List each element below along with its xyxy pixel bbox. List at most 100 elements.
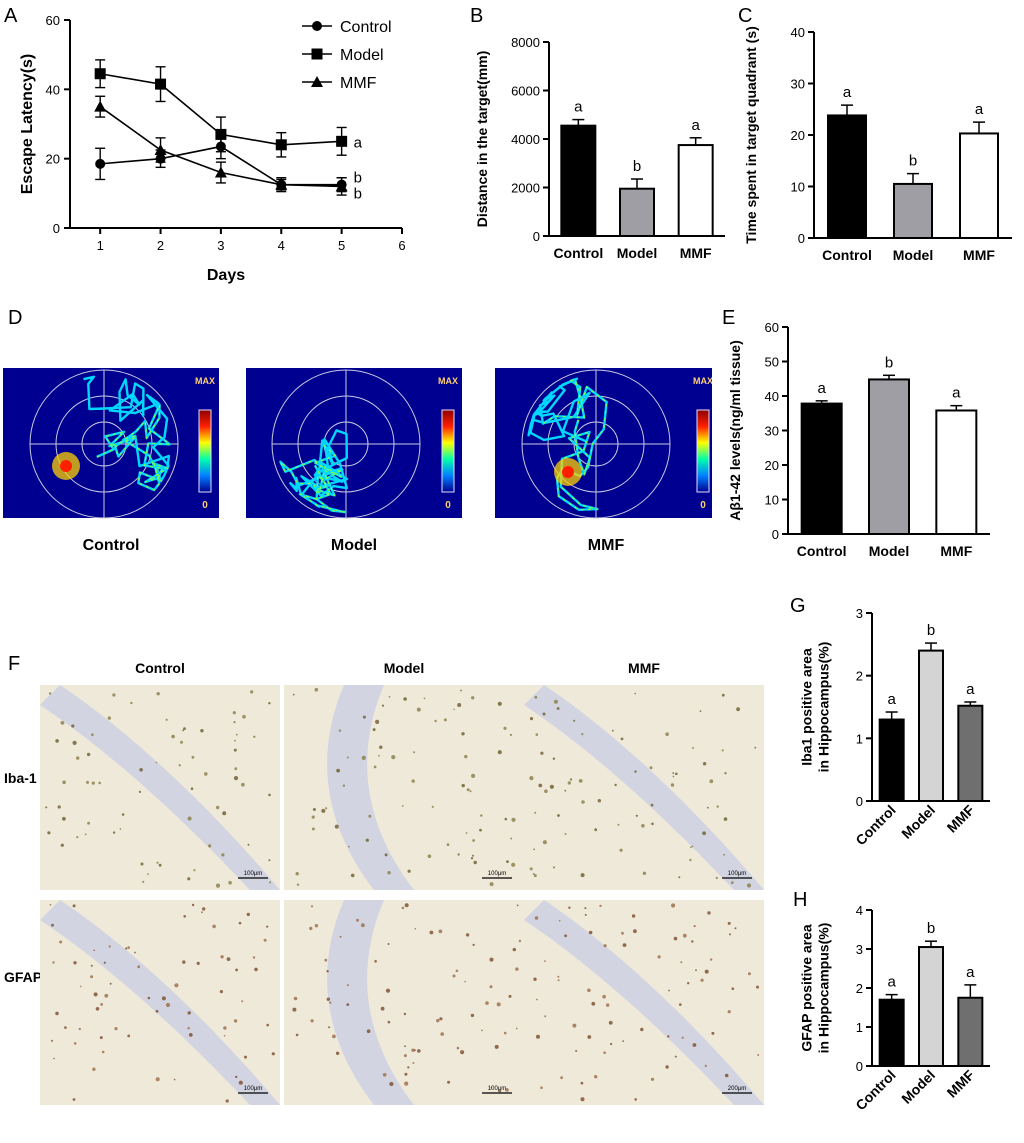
y-axis-title: Distance in the target(mm) (474, 51, 490, 228)
stained-cell (581, 733, 584, 736)
stained-cell (223, 1034, 226, 1037)
stained-cell (472, 854, 474, 857)
stained-cell (535, 733, 539, 736)
series-mmf: b MMF (94, 75, 377, 202)
stained-cell (657, 955, 661, 959)
stained-cell (130, 701, 133, 705)
y-tick-label: 2 (856, 981, 863, 996)
stained-cell (575, 1050, 578, 1052)
stained-cell (580, 873, 585, 878)
significance-label: a (966, 964, 975, 981)
column-label-model: Model (384, 660, 424, 676)
series-model: a Model (94, 47, 384, 158)
stained-cell (404, 1072, 408, 1076)
stained-cell (212, 924, 216, 929)
bar-model (893, 182, 933, 240)
micrograph-iba-1-control: 100μm (40, 685, 280, 890)
y-tick-label: 4000 (511, 132, 540, 147)
category-label: Control (822, 247, 872, 263)
stained-cell (533, 874, 537, 878)
stained-cell (670, 783, 675, 787)
y-tick-label: 6000 (511, 84, 540, 99)
stained-cell (80, 985, 82, 988)
stained-cell (292, 1007, 297, 1012)
stained-cell (465, 832, 468, 834)
category-label: Model (898, 1067, 938, 1107)
stained-cell (387, 871, 391, 875)
stained-cell (679, 1003, 682, 1006)
stained-cell (665, 1065, 669, 1069)
stained-cell (724, 1073, 729, 1078)
category-label: MMF (944, 802, 978, 836)
colorbar-min: 0 (202, 500, 208, 511)
stained-cell (407, 1066, 410, 1069)
stained-cell (326, 997, 330, 1001)
stained-cell (479, 828, 482, 832)
stained-cell (446, 843, 450, 846)
stained-cell (328, 1026, 331, 1029)
stained-cell (710, 958, 713, 961)
stained-cell (529, 776, 534, 781)
colorbar-min: 0 (445, 500, 451, 511)
stained-cell (603, 1051, 606, 1054)
stained-cell (481, 1029, 483, 1032)
stained-cell (620, 737, 624, 741)
stained-cell (109, 982, 112, 985)
stained-cell (690, 846, 692, 849)
stained-cell (147, 996, 151, 1000)
legend-label: Control (340, 19, 392, 36)
significance-label: a (887, 974, 896, 991)
y-tick-label: 3 (856, 606, 863, 621)
stained-cell (387, 943, 390, 945)
stained-cell (591, 1001, 596, 1006)
stained-cell (557, 975, 560, 978)
significance-label: b (909, 153, 917, 170)
bar-control (878, 998, 905, 1067)
stained-cell (247, 843, 250, 846)
stained-cell (404, 1045, 406, 1048)
stained-cell (171, 734, 175, 739)
stained-cell (724, 772, 727, 775)
stained-cell (336, 768, 340, 773)
stained-cell (55, 1011, 59, 1016)
stained-cell (497, 701, 502, 706)
stained-cell (471, 773, 476, 778)
stained-cell (504, 817, 508, 821)
scale-bar-label: 200μm (728, 1086, 746, 1092)
stained-cell (572, 1023, 577, 1028)
stained-cell (640, 1027, 644, 1032)
stained-cell (362, 715, 366, 719)
stained-cell (511, 862, 516, 867)
stained-cell (455, 969, 459, 973)
stained-cell (86, 752, 91, 757)
stained-cell (505, 1088, 509, 1092)
stained-cell (220, 955, 224, 959)
bar-control (560, 124, 597, 237)
stained-cell (310, 1019, 314, 1023)
stained-cell (112, 831, 116, 834)
maze-tracks: MAX 0 Control MAX 0 Model MAX 0 MMF (3, 368, 717, 554)
stained-cell (378, 754, 380, 757)
stained-cell (314, 924, 319, 928)
stained-cell (412, 1062, 415, 1064)
category-label: Control (797, 543, 847, 559)
stained-cell (540, 751, 544, 755)
stained-cell (634, 692, 636, 695)
stained-cell (721, 749, 724, 752)
stained-cell (578, 779, 583, 783)
stained-cell (680, 961, 683, 964)
stained-cell (746, 883, 752, 888)
stained-cell (201, 911, 203, 914)
stained-cell (295, 872, 299, 876)
stained-cell (423, 697, 426, 700)
stained-cell (156, 861, 159, 864)
stained-cell (165, 1002, 171, 1008)
stained-cell (51, 1039, 53, 1042)
stained-cell (90, 975, 94, 979)
data-point (275, 178, 288, 190)
stained-cell (436, 1018, 440, 1023)
stained-cell (588, 930, 593, 935)
y-tick-label: 40 (765, 389, 779, 404)
stained-cell (407, 869, 411, 873)
micrograph-gfap-control: 100μm (40, 900, 280, 1105)
